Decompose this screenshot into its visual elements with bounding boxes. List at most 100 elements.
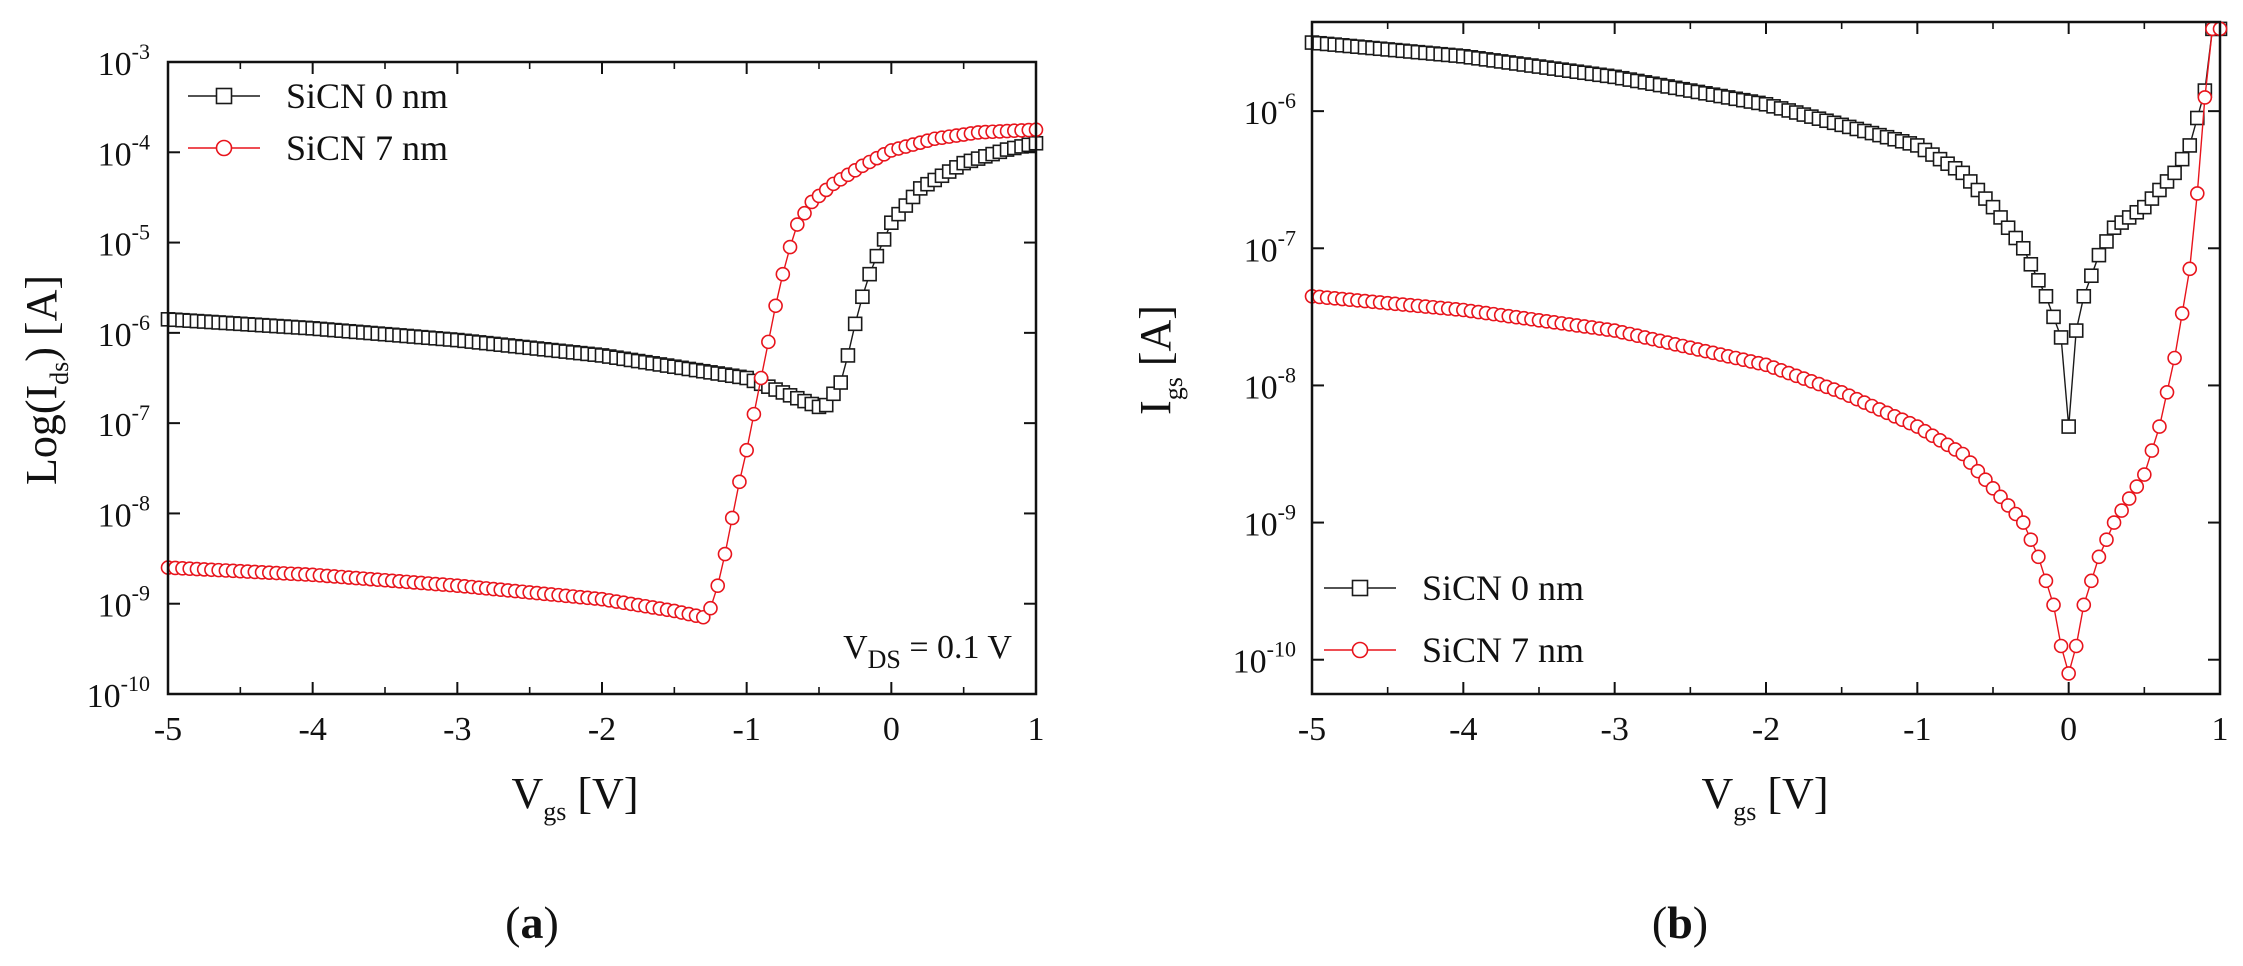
x-tick-label: 1 [1028, 711, 1045, 748]
legend-marker [1351, 579, 1369, 597]
y-tick-label: 10-9 [98, 581, 150, 625]
data-point [2038, 288, 2054, 304]
x-tick-label: 0 [883, 711, 900, 748]
data-point [2053, 638, 2069, 654]
panel-b-chart: -5 -4 -3 -2 -1 0 1 10-10 10-9 10-8 10-7 10-6 SiCN … [1131, 20, 2229, 948]
data-point [2091, 247, 2107, 263]
data-point [753, 370, 769, 386]
y-tick-label: 10-7 [98, 400, 150, 444]
panel-b-y-axis-title: Igs [A] [1131, 305, 1188, 415]
x-tick-label: 1 [2212, 711, 2229, 748]
data-point [869, 248, 885, 264]
panel-b-label: (b) [1652, 897, 1708, 948]
y-tick-label: 10-8 [1244, 362, 1296, 406]
y-tick-label: 10-9 [1244, 500, 1296, 544]
data-point [717, 546, 733, 562]
data-point [2053, 330, 2069, 345]
panel-b-x-axis: -5 -4 -3 -2 -1 0 1 [1298, 22, 2229, 748]
data-point [724, 510, 740, 526]
data-point [2023, 256, 2039, 272]
panel-a-label: (a) [505, 897, 559, 948]
data-point [2046, 597, 2061, 613]
panel-a-legend: SiCN 0 nm SiCN 7 nm [188, 76, 448, 168]
data-point [703, 600, 718, 616]
data-point [2068, 323, 2084, 338]
data-point [2182, 261, 2198, 277]
data-point [855, 289, 870, 305]
data-point [2121, 491, 2137, 506]
data-point [768, 298, 783, 314]
data-point [2190, 186, 2205, 201]
data-point [2174, 151, 2190, 167]
data-point [847, 316, 863, 332]
data-point [2182, 138, 2198, 153]
data-point [2031, 549, 2046, 565]
data-point [876, 232, 892, 247]
y-tick-label: 10-10 [87, 671, 150, 715]
x-tick-label: -1 [733, 711, 761, 748]
data-point [2091, 549, 2107, 565]
data-point [2031, 272, 2046, 288]
panel-b-x-axis-title: Vgs [V] [1702, 769, 1829, 826]
panel-a-chart: -5 -4 -3 -2 -1 0 1 10-1010-910-810-710-610-510… [17, 39, 1045, 948]
x-tick-label: -2 [588, 711, 616, 748]
legend-marker [1351, 641, 1369, 659]
x-tick-label: -2 [1752, 711, 1780, 748]
legend-label: SiCN 0 nm [1422, 568, 1584, 608]
x-tick-label: -5 [1298, 711, 1326, 748]
data-point [2152, 419, 2167, 434]
data-point [2084, 268, 2099, 284]
legend-label: SiCN 0 nm [286, 76, 448, 116]
data-point [739, 442, 754, 458]
data-point [2068, 638, 2084, 654]
x-tick-label: -4 [299, 711, 327, 748]
data-point [2197, 90, 2213, 105]
y-tick-label: 10-7 [1244, 225, 1296, 269]
data-point [2084, 573, 2099, 589]
data-point [2114, 503, 2129, 518]
data-point [862, 266, 877, 282]
x-tick-label: -3 [443, 711, 471, 748]
data-point [2167, 165, 2182, 181]
legend-label: SiCN 7 nm [286, 128, 448, 168]
legend-marker [215, 87, 233, 105]
y-tick-label: 10-4 [98, 129, 150, 173]
data-point [789, 217, 805, 232]
panel-b-series-sicn-7nm [1304, 21, 2228, 681]
panel-a-series-sicn-0nm [160, 135, 1044, 415]
data-point [2023, 532, 2039, 548]
data-point [2061, 419, 2076, 434]
data-point [2076, 288, 2092, 304]
data-point [782, 239, 798, 255]
x-tick-label: 0 [2060, 711, 2077, 748]
data-point [2015, 515, 2031, 530]
data-point [732, 474, 747, 490]
panel-a-y-axis-title: Log(Ids) [A] [17, 275, 74, 485]
data-point [2159, 384, 2175, 400]
y-tick-label: 10-10 [1233, 637, 1296, 681]
data-point [2099, 532, 2114, 548]
data-point [2167, 350, 2182, 366]
panel-a-vds-annotation: VDS = 0.1 V [843, 629, 1012, 674]
data-point [2061, 666, 2076, 681]
x-tick-label: -4 [1449, 711, 1477, 748]
data-point [2015, 240, 2031, 256]
y-tick-label: 10-6 [1244, 88, 1296, 132]
data-point [840, 348, 856, 363]
data-point [2038, 573, 2054, 589]
panel-b-y-axis: 10-10 10-9 10-8 10-7 10-6 [1233, 88, 2220, 681]
y-tick-label: 10-5 [98, 220, 150, 264]
data-point [2046, 309, 2061, 325]
panel-a-x-axis: -5 -4 -3 -2 -1 0 1 [154, 62, 1045, 748]
series-line [167, 142, 1037, 408]
data-point [746, 406, 762, 422]
x-tick-label: -3 [1601, 711, 1629, 748]
data-point [2099, 234, 2114, 249]
legend-label: SiCN 7 nm [1422, 630, 1584, 670]
panel-a-y-axis: 10-10 10-9 10-8 10-7 10-6 10-5 10-4 10-3 [87, 39, 1036, 715]
data-point [2076, 597, 2092, 613]
legend-marker [215, 139, 233, 157]
panel-a-x-axis-title: Vgs [V] [512, 769, 639, 826]
data-point [775, 266, 791, 282]
